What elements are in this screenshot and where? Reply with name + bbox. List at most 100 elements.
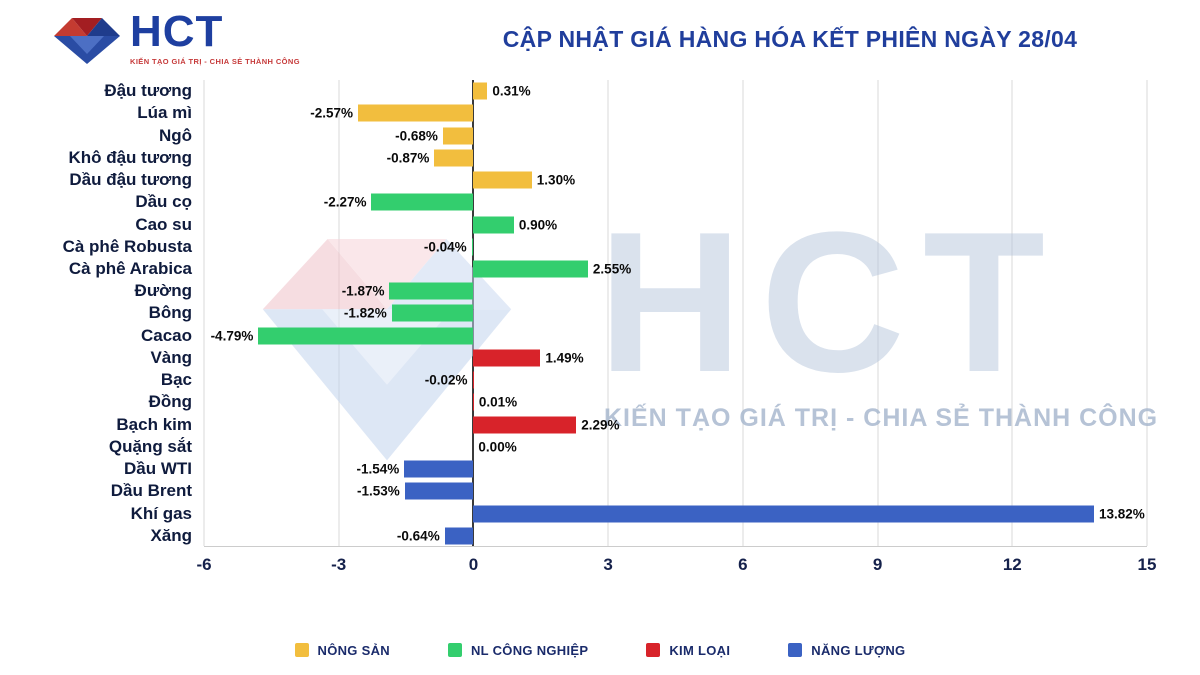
legend-swatch [294, 643, 309, 657]
bar [444, 527, 474, 545]
value-label: -1.82% [343, 305, 387, 321]
chart-row: Khí gas 13.82% [0, 502, 1200, 524]
gridline [1011, 80, 1013, 546]
category-label: Ngô [158, 125, 192, 145]
row-area: -1.54% [204, 458, 1147, 480]
legend-item: NĂNG LƯỢNG [788, 643, 905, 658]
chart-row: Cà phê Arabica 2.55% [0, 258, 1200, 280]
chart-row: Khô đậu tương -0.87% [0, 147, 1200, 169]
bar [434, 149, 474, 167]
logo-tagline: KIẾN TẠO GIÁ TRỊ - CHIA SẺ THÀNH CÔNG [130, 57, 300, 66]
gridline [1146, 80, 1148, 546]
row-area: -1.82% [204, 302, 1147, 324]
legend: NÔNG SẢN NL CÔNG NGHIỆP KIM LOẠI NĂNG LƯỢNG [0, 639, 1200, 661]
value-label: 2.55% [592, 261, 632, 277]
hct-diamond-icon [54, 18, 120, 64]
bar [471, 238, 474, 256]
row-area: -0.68% [204, 124, 1147, 146]
row-area: -0.87% [204, 147, 1147, 169]
value-label: 1.30% [536, 172, 576, 188]
chart-row: Dầu đậu tương 1.30% [0, 169, 1200, 191]
category-label: Bạch kim [116, 414, 192, 434]
category-label: Cao su [135, 214, 192, 234]
chart-rows: Đậu tương 0.31% Lúa mì -2.57% Ngô -0.68% Khô đ… [0, 80, 1200, 547]
category-label: Dầu WTI [124, 459, 192, 479]
row-area: 0.01% [204, 391, 1147, 413]
row-area: 2.55% [204, 258, 1147, 280]
chart-row: Ngô -0.68% [0, 124, 1200, 146]
legend-item: KIM LOẠI [646, 643, 730, 658]
row-area: -2.27% [204, 191, 1147, 213]
chart-title: CẬP NHẬT GIÁ HÀNG HÓA KẾT PHIÊN NGÀY 28/… [502, 26, 1078, 52]
value-label: 13.82% [1099, 506, 1145, 522]
legend-label: NĂNG LƯỢNG [811, 642, 906, 658]
category-label: Đậu tương [104, 81, 192, 101]
bar [404, 460, 474, 478]
gridline [877, 80, 879, 546]
bar [472, 371, 474, 389]
row-area: 13.82% [204, 502, 1147, 524]
value-label: -0.87% [386, 150, 430, 166]
category-label: Lúa mì [137, 103, 192, 123]
bar [473, 171, 532, 189]
row-area: 1.49% [204, 347, 1147, 369]
x-tick: 3 [603, 555, 613, 574]
chart-row: Cacao -4.79% [0, 325, 1200, 347]
bar [473, 216, 514, 234]
row-area: -0.64% [204, 525, 1147, 547]
chart: HCT KIẾN TẠO GIÁ TRỊ - CHIA SẺ THÀNH CÔN… [0, 80, 1200, 575]
value-label: -1.54% [356, 461, 400, 477]
value-label: 0.01% [478, 394, 518, 410]
chart-row: Quặng sắt 0.00% [0, 436, 1200, 458]
gridline [607, 80, 609, 546]
bar [473, 82, 488, 100]
bar [473, 260, 588, 278]
category-label: Đồng [148, 392, 192, 412]
category-label: Cà phê Arabica [68, 258, 192, 278]
logo-text: HCT [130, 7, 224, 56]
row-area: 0.90% [204, 213, 1147, 235]
category-label: Vàng [150, 347, 192, 367]
x-tick: 0 [468, 555, 479, 574]
chart-row: Dầu cọ -2.27% [0, 191, 1200, 213]
value-label: -2.57% [310, 105, 354, 121]
category-label: Dầu cọ [135, 192, 192, 212]
bar [404, 482, 474, 500]
category-label: Dầu đậu tương [69, 170, 192, 190]
category-label: Quặng sắt [108, 436, 192, 456]
value-label: 2.29% [581, 417, 620, 433]
legend-swatch [646, 643, 661, 657]
x-tick: 9 [872, 555, 883, 574]
bar [389, 282, 474, 300]
value-label: 0.31% [492, 83, 531, 99]
category-label: Đường [134, 281, 192, 301]
chart-row: Xăng -0.64% [0, 525, 1200, 547]
category-label: Khí gas [130, 503, 192, 523]
bar [473, 349, 541, 367]
x-tick: -3 [331, 555, 347, 574]
gridline [742, 80, 744, 546]
chart-row: Cao su 0.90% [0, 213, 1200, 235]
chart-row: Vàng 1.49% [0, 347, 1200, 369]
x-tick: 12 [1002, 555, 1022, 574]
x-tick: -6 [196, 555, 212, 574]
bar [358, 104, 474, 122]
value-label: -0.02% [424, 372, 468, 388]
value-label: 0.90% [518, 217, 558, 233]
header: HCT KIẾN TẠO GIÁ TRỊ - CHIA SẺ THÀNH CÔN… [0, 0, 1200, 80]
row-area: 0.00% [204, 436, 1147, 458]
chart-row: Bạch kim 2.29% [0, 414, 1200, 436]
x-tick: 6 [738, 555, 748, 574]
gridline [203, 80, 205, 546]
value-label: -1.53% [356, 483, 400, 499]
legend-swatch [447, 643, 462, 657]
category-label: Khô đậu tương [68, 147, 192, 167]
row-area: -0.04% [204, 236, 1147, 258]
legend-label: NL CÔNG NGHIỆP [470, 642, 589, 658]
x-tick: 15 [1137, 555, 1157, 574]
chart-row: Đồng 0.01% [0, 391, 1200, 413]
category-label: Dầu Brent [110, 481, 192, 501]
chart-row: Lúa mì -2.57% [0, 102, 1200, 124]
value-label: 0.00% [478, 439, 517, 455]
bar [258, 327, 474, 345]
